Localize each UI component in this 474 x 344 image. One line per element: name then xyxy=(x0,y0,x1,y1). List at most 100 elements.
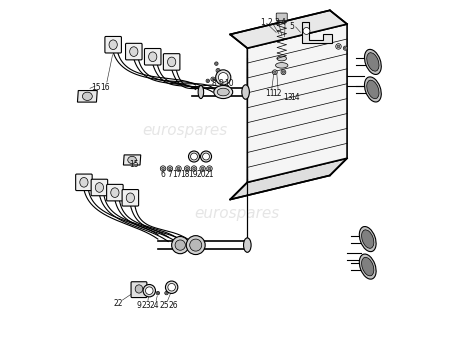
FancyBboxPatch shape xyxy=(122,190,138,206)
Circle shape xyxy=(336,44,341,49)
Circle shape xyxy=(192,167,195,170)
Ellipse shape xyxy=(190,239,202,251)
Ellipse shape xyxy=(130,47,138,56)
FancyBboxPatch shape xyxy=(107,184,123,201)
Circle shape xyxy=(273,70,277,75)
Circle shape xyxy=(184,166,190,171)
Circle shape xyxy=(216,70,231,85)
Circle shape xyxy=(303,28,310,34)
Circle shape xyxy=(186,167,189,170)
Polygon shape xyxy=(247,24,347,182)
Circle shape xyxy=(191,153,198,160)
Ellipse shape xyxy=(365,77,381,102)
Text: 18: 18 xyxy=(180,170,190,179)
Text: 9: 9 xyxy=(219,79,223,88)
Ellipse shape xyxy=(362,230,374,248)
Text: 16: 16 xyxy=(100,83,109,92)
FancyBboxPatch shape xyxy=(91,179,108,196)
Circle shape xyxy=(200,166,205,171)
Circle shape xyxy=(168,283,175,291)
Circle shape xyxy=(337,45,340,48)
Text: 22: 22 xyxy=(114,299,123,308)
Text: 13: 13 xyxy=(283,93,293,102)
Circle shape xyxy=(191,166,197,171)
Circle shape xyxy=(157,292,159,294)
FancyBboxPatch shape xyxy=(105,36,121,53)
Ellipse shape xyxy=(111,188,119,197)
Text: 7: 7 xyxy=(167,170,173,179)
Ellipse shape xyxy=(275,63,288,68)
Text: 23: 23 xyxy=(142,301,151,310)
Text: 17: 17 xyxy=(172,170,182,179)
Ellipse shape xyxy=(277,18,286,22)
Ellipse shape xyxy=(109,40,117,50)
Text: 10: 10 xyxy=(225,79,234,88)
FancyBboxPatch shape xyxy=(276,13,287,21)
FancyBboxPatch shape xyxy=(76,174,92,191)
Text: eurospares: eurospares xyxy=(194,206,280,221)
Circle shape xyxy=(201,151,211,162)
Text: 5: 5 xyxy=(290,22,294,31)
Ellipse shape xyxy=(242,85,249,99)
Circle shape xyxy=(215,62,218,65)
Circle shape xyxy=(219,73,228,82)
Circle shape xyxy=(189,151,200,162)
Text: 15: 15 xyxy=(129,160,138,169)
Text: 20: 20 xyxy=(196,170,206,179)
Circle shape xyxy=(202,153,210,160)
Ellipse shape xyxy=(359,254,376,279)
Circle shape xyxy=(143,284,155,297)
Circle shape xyxy=(216,68,220,73)
Circle shape xyxy=(165,292,167,294)
Polygon shape xyxy=(302,22,332,43)
FancyBboxPatch shape xyxy=(145,49,161,65)
Text: 1: 1 xyxy=(260,18,265,27)
Ellipse shape xyxy=(167,57,176,67)
Circle shape xyxy=(281,70,286,75)
Text: 12: 12 xyxy=(273,89,282,98)
Ellipse shape xyxy=(359,227,376,251)
Text: 4: 4 xyxy=(281,18,286,27)
Ellipse shape xyxy=(198,86,204,99)
Circle shape xyxy=(212,78,214,80)
Circle shape xyxy=(176,166,181,171)
Ellipse shape xyxy=(128,156,137,163)
Text: 26: 26 xyxy=(169,301,178,310)
Circle shape xyxy=(273,71,276,74)
Circle shape xyxy=(211,77,215,81)
Polygon shape xyxy=(123,155,141,165)
Ellipse shape xyxy=(135,285,143,293)
Ellipse shape xyxy=(95,183,103,192)
Text: 19: 19 xyxy=(188,170,198,179)
Circle shape xyxy=(343,46,347,50)
Circle shape xyxy=(165,291,168,295)
Circle shape xyxy=(165,281,178,293)
Ellipse shape xyxy=(80,178,88,187)
Ellipse shape xyxy=(148,52,157,62)
Ellipse shape xyxy=(277,56,287,61)
Text: 2: 2 xyxy=(267,18,272,27)
FancyBboxPatch shape xyxy=(131,282,147,298)
Text: eurospares: eurospares xyxy=(143,123,228,138)
Circle shape xyxy=(282,71,285,74)
Ellipse shape xyxy=(367,80,379,99)
Circle shape xyxy=(344,47,346,49)
Circle shape xyxy=(208,167,211,170)
Text: 6: 6 xyxy=(161,170,165,179)
Ellipse shape xyxy=(186,236,205,255)
Text: 9: 9 xyxy=(137,301,141,310)
Polygon shape xyxy=(77,90,97,102)
Text: 8: 8 xyxy=(211,79,216,88)
Circle shape xyxy=(156,291,160,295)
Text: 14: 14 xyxy=(290,93,300,102)
Circle shape xyxy=(206,79,210,83)
Ellipse shape xyxy=(172,237,189,254)
Polygon shape xyxy=(230,10,347,48)
Text: 24: 24 xyxy=(150,301,159,310)
Text: 3: 3 xyxy=(274,18,279,27)
Circle shape xyxy=(169,167,171,170)
Ellipse shape xyxy=(82,92,92,100)
Circle shape xyxy=(217,69,219,72)
Circle shape xyxy=(207,166,212,171)
FancyBboxPatch shape xyxy=(126,43,142,60)
